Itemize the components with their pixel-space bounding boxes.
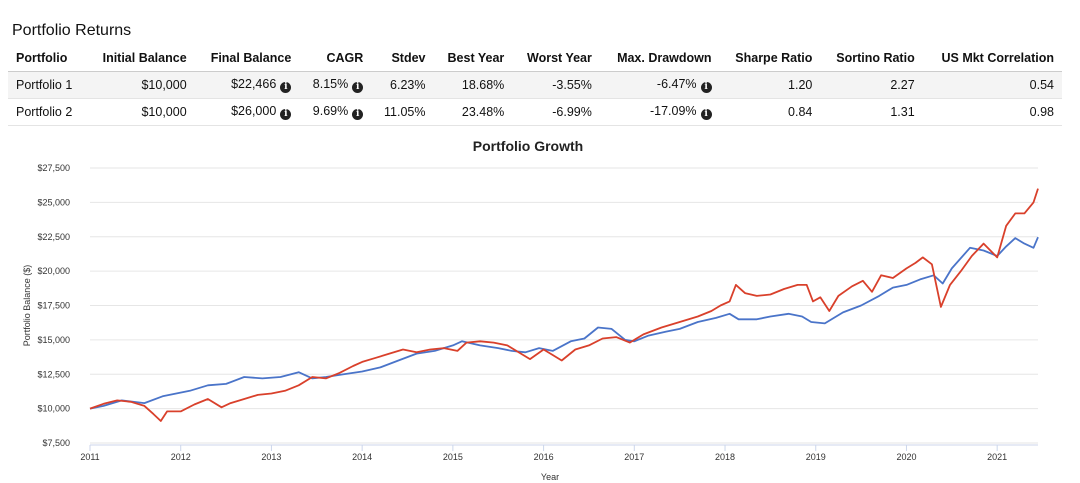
series-line-portfolio-1[interactable]	[89, 236, 1039, 410]
cell-us-mkt-correlation: 0.54	[922, 71, 1062, 99]
header-sharpe-ratio[interactable]: Sharpe Ratio	[719, 46, 821, 72]
section-title: Portfolio Returns	[12, 22, 132, 39]
cell-sharpe-ratio: 0.84	[719, 98, 821, 126]
y-tick-label: $15,000	[37, 335, 70, 345]
cell-stdev: 11.05%	[371, 98, 434, 126]
y-tick-label: $12,500	[37, 369, 70, 379]
header-final-balance[interactable]: Final Balance	[194, 46, 300, 72]
info-circle-icon[interactable]: i	[700, 109, 712, 120]
header-initial-balance[interactable]: Initial Balance	[86, 46, 195, 72]
portfolio-growth-chart[interactable]: Portfolio Growth Portfolio Balance ($) Y…	[0, 128, 1080, 483]
final-balance-value: $26,000	[231, 104, 277, 118]
x-tick-label: 2016	[534, 452, 554, 462]
x-tick-label: 2013	[261, 452, 281, 462]
header-best-year[interactable]: Best Year	[433, 46, 513, 72]
cell-sortino-ratio: 1.31	[820, 98, 923, 126]
cell-portfolio-name: Portfolio 1	[8, 71, 87, 99]
x-tick-label: 2018	[715, 452, 735, 462]
y-tick-label: $25,000	[37, 197, 70, 207]
y-tick-label: $20,000	[37, 266, 70, 276]
info-circle-icon[interactable]: i	[700, 82, 712, 93]
x-tick-label: 2012	[171, 452, 191, 462]
cell-stdev: 6.23%	[371, 71, 434, 99]
header-sortino-ratio[interactable]: Sortino Ratio	[820, 46, 923, 72]
cell-worst-year: -3.55%	[512, 71, 600, 99]
x-tick-label: 2017	[624, 452, 644, 462]
header-cagr[interactable]: CAGR	[299, 46, 372, 72]
x-tick-label: 2021	[987, 452, 1007, 462]
table-row: Portfolio 2 $10,000 $26,000 i 9.69% i 11.0…	[8, 98, 1062, 126]
max-drawdown-value: -17.09%	[649, 104, 697, 118]
cell-sharpe-ratio: 1.20	[719, 71, 821, 99]
cell-final-balance: $26,000 i	[194, 98, 300, 126]
cell-final-balance: $22,466 i	[194, 71, 300, 99]
portfolio-returns-table: Portfolio Initial Balance Final Balance …	[8, 46, 1062, 126]
header-us-mkt-correlation[interactable]: US Mkt Correlation	[922, 46, 1062, 72]
chart-title: Portfolio Growth	[473, 138, 583, 154]
cell-worst-year: -6.99%	[512, 98, 600, 126]
x-tick-label: 2011	[80, 452, 99, 462]
cell-portfolio-name: Portfolio 2	[8, 98, 87, 126]
info-circle-icon[interactable]: i	[280, 82, 292, 93]
cell-best-year: 18.68%	[433, 71, 513, 99]
info-circle-icon[interactable]: i	[280, 109, 292, 120]
cell-cagr: 9.69% i	[299, 98, 372, 126]
x-axis-label: Year	[541, 472, 559, 482]
cell-us-mkt-correlation: 0.98	[922, 98, 1062, 126]
y-tick-label: $22,500	[37, 232, 70, 242]
x-tick-label: 2019	[806, 452, 826, 462]
table-row: Portfolio 1 $10,000 $22,466 i 8.15% i 6.23…	[8, 71, 1062, 99]
y-tick-label: $10,000	[37, 404, 70, 414]
header-portfolio[interactable]: Portfolio	[8, 46, 87, 72]
table-header-row: Portfolio Initial Balance Final Balance …	[8, 46, 1062, 72]
info-circle-icon[interactable]: i	[352, 109, 364, 120]
header-max-drawdown[interactable]: Max. Drawdown	[599, 46, 720, 72]
y-tick-label: $17,500	[37, 301, 70, 311]
y-axis-label: Portfolio Balance ($)	[22, 265, 32, 347]
cell-best-year: 23.48%	[433, 98, 513, 126]
x-tick-label: 2015	[443, 452, 463, 462]
max-drawdown-value: -6.47%	[656, 77, 697, 91]
cagr-value: 8.15%	[312, 77, 349, 91]
header-stdev[interactable]: Stdev	[371, 46, 434, 72]
x-tick-label: 2020	[896, 452, 916, 462]
final-balance-value: $22,466	[231, 77, 277, 91]
x-tick-label: 2014	[352, 452, 372, 462]
cell-max-drawdown: -6.47% i	[599, 71, 720, 99]
y-tick-label: $7,500	[42, 438, 70, 448]
cell-initial-balance: $10,000	[86, 71, 195, 99]
series-line-portfolio-2[interactable]	[89, 188, 1039, 422]
cell-initial-balance: $10,000	[86, 98, 195, 126]
y-tick-label: $27,500	[37, 163, 70, 173]
cell-max-drawdown: -17.09% i	[599, 98, 720, 126]
cagr-value: 9.69%	[312, 104, 349, 118]
cell-sortino-ratio: 2.27	[820, 71, 923, 99]
info-circle-icon[interactable]: i	[352, 82, 364, 93]
cell-cagr: 8.15% i	[299, 71, 372, 99]
header-worst-year[interactable]: Worst Year	[512, 46, 600, 72]
